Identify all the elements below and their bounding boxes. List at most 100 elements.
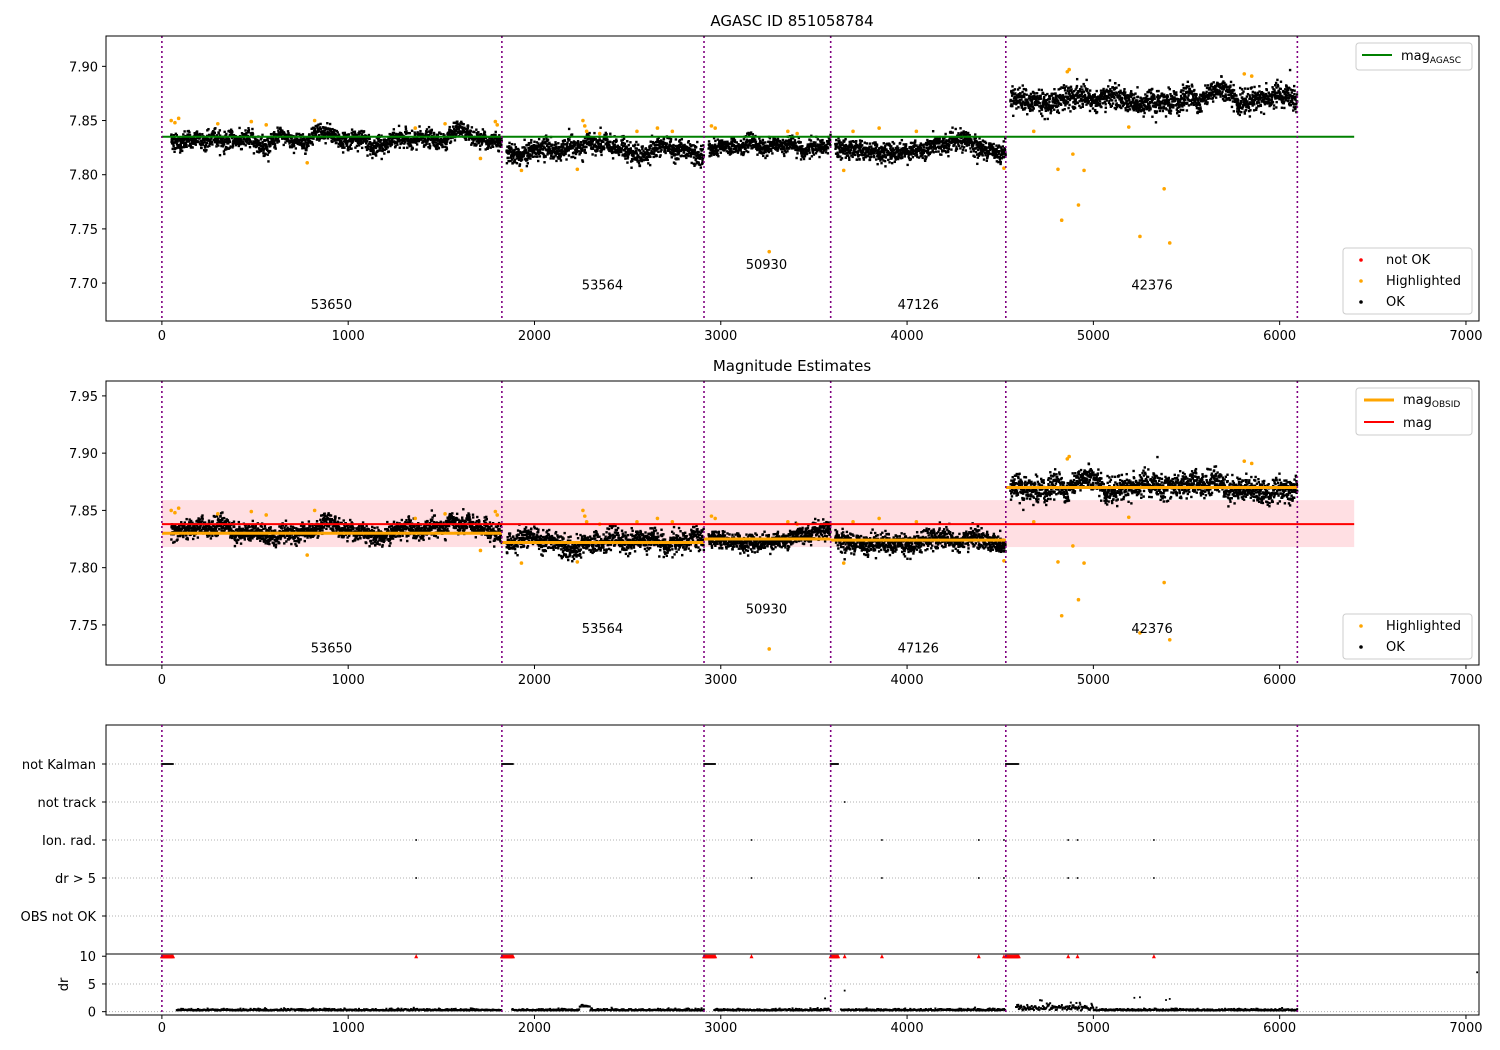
panel-1-plot-area: 53650535645093047126423767.707.757.807.8…	[69, 35, 1483, 344]
ok-point	[237, 140, 240, 144]
ok-point	[422, 145, 426, 148]
ok-point	[571, 141, 574, 144]
ok-point	[841, 147, 845, 150]
ok-point	[897, 147, 900, 150]
ok-point	[1094, 100, 1097, 103]
ok-point	[1040, 104, 1043, 108]
ok-point	[733, 147, 736, 150]
ok-point	[1094, 108, 1097, 112]
ok-point	[953, 136, 957, 140]
ok-point	[770, 149, 773, 153]
ok-point	[469, 130, 472, 133]
ok-point	[1084, 95, 1087, 99]
ok-point	[567, 127, 571, 131]
ok-point	[660, 148, 663, 152]
ok-point	[261, 146, 265, 149]
ok-point	[213, 131, 216, 135]
ok-point	[695, 151, 698, 154]
ok-point	[838, 142, 841, 145]
ok-point	[412, 137, 416, 141]
ok-point	[303, 137, 306, 140]
ok-point	[869, 153, 872, 156]
ok-point	[669, 140, 673, 143]
ok-point	[933, 144, 937, 148]
ok-point	[701, 148, 705, 151]
ok-point	[597, 144, 600, 147]
ok-point	[357, 132, 361, 136]
ok-point	[1010, 89, 1013, 93]
ok-point	[271, 142, 275, 146]
ok-point	[422, 144, 426, 147]
ok-point	[191, 146, 194, 149]
ok-point	[585, 145, 588, 149]
ok-point	[783, 149, 787, 152]
ok-point	[1056, 94, 1060, 97]
ok-point	[1035, 96, 1038, 99]
ok-point	[328, 131, 331, 134]
ok-point	[425, 128, 429, 131]
ok-point	[725, 150, 728, 153]
ok-point	[736, 150, 740, 153]
ok-point	[652, 152, 656, 156]
ok-point	[648, 147, 652, 150]
ok-point	[655, 149, 658, 152]
ok-point	[319, 127, 323, 131]
ok-point	[683, 143, 686, 147]
ok-point	[986, 155, 989, 158]
ok-point	[513, 158, 517, 162]
ok-point	[215, 140, 218, 144]
ok-point	[910, 141, 914, 145]
ok-point	[195, 132, 199, 135]
ok-point	[387, 150, 390, 153]
ok-point	[530, 138, 533, 142]
ok-point	[180, 146, 183, 149]
ok-point	[708, 142, 711, 146]
ok-point	[997, 160, 1000, 164]
ok-point	[555, 146, 558, 150]
ok-point	[716, 138, 719, 141]
ok-point	[882, 155, 885, 158]
ok-point	[700, 144, 703, 148]
ok-point	[1110, 104, 1114, 108]
ok-point	[766, 154, 769, 157]
ok-point	[320, 133, 323, 136]
ok-point	[238, 126, 241, 130]
ok-point	[242, 141, 245, 144]
ok-point	[875, 143, 879, 146]
ok-point	[544, 140, 547, 144]
ok-point	[444, 137, 448, 141]
ok-point	[526, 143, 529, 147]
ok-point	[1022, 100, 1025, 103]
ok-point	[796, 152, 799, 155]
ok-point	[947, 154, 950, 158]
ok-point	[356, 140, 359, 144]
ok-point	[262, 149, 265, 152]
ok-point	[687, 140, 690, 143]
ok-point	[1079, 95, 1083, 98]
ok-point	[370, 149, 373, 152]
ok-point	[280, 131, 283, 134]
ok-point	[1084, 97, 1087, 100]
ok-point	[616, 145, 620, 148]
ok-point	[896, 145, 899, 148]
ok-point	[1086, 87, 1089, 91]
ok-point	[620, 143, 623, 146]
ok-point	[940, 153, 943, 156]
ok-point	[860, 144, 864, 147]
ok-point	[302, 144, 306, 147]
ok-point	[961, 145, 964, 148]
ok-point	[995, 144, 998, 147]
ok-point	[773, 139, 776, 142]
ok-point	[1024, 89, 1028, 92]
ok-point	[604, 143, 607, 146]
ok-point	[915, 144, 918, 147]
ok-point	[744, 147, 747, 150]
ok-point	[453, 128, 456, 132]
ok-point	[791, 142, 794, 145]
ok-point	[1059, 103, 1063, 106]
ok-point	[359, 138, 363, 142]
ok-point	[669, 151, 672, 155]
ok-point	[899, 149, 903, 152]
ok-point	[901, 156, 904, 160]
